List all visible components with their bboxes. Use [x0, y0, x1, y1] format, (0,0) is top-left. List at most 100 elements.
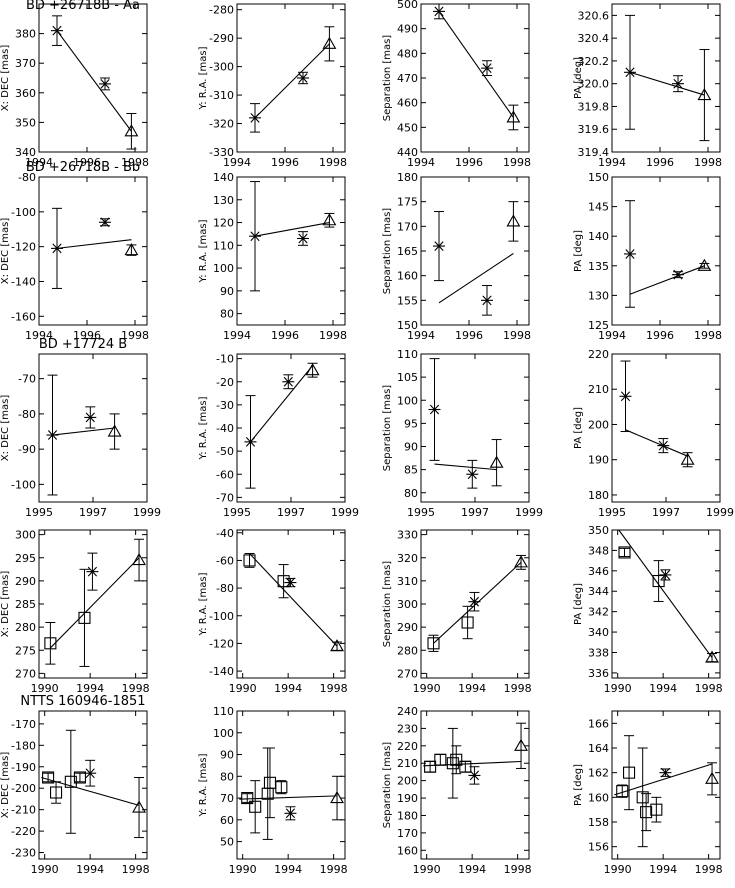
y-tick-label: 340: [15, 146, 36, 159]
data-point-triangle: [132, 538, 146, 582]
y-axis-label: Y: R.A. [mas]: [198, 572, 209, 636]
x-tick-label: 1990: [229, 682, 257, 695]
star-marker: [250, 112, 260, 123]
y-tick-label: 135: [588, 260, 609, 273]
triangle-marker: [697, 258, 712, 271]
data-point-triangle: [132, 776, 146, 839]
y-tick-label: 100: [213, 727, 234, 740]
x-tick-label: 1995: [223, 506, 251, 519]
star-marker: [285, 808, 296, 819]
y-tick-label: 162: [588, 767, 609, 780]
x-tick-label: 1996: [271, 156, 299, 169]
panel-r1c0: 1994 1996 1998 -160 -140 -120 -100 -80 X: DEC [m…: [0, 160, 149, 342]
x-tick-label: 1999: [133, 506, 161, 519]
x-tick-label: 1996: [271, 329, 299, 342]
y-tick-label: -120: [209, 637, 234, 650]
fit-line: [49, 557, 140, 649]
y-axis-label: X: DEC [mas]: [0, 395, 11, 462]
data-point-square: [427, 634, 440, 652]
star-marker: [298, 73, 308, 83]
y-tick-label: 320.2: [578, 55, 610, 68]
x-tick-label: 1994: [76, 682, 104, 695]
star-marker: [482, 295, 492, 306]
data-point-square: [618, 546, 631, 559]
y-tick-label: -180: [11, 739, 36, 752]
x-tick-label: 1997: [79, 506, 107, 519]
panel-title: BD +17724 B: [39, 337, 127, 352]
data-point-square: [277, 564, 290, 599]
plot-frame: [38, 176, 148, 326]
y-tick-label: 380: [15, 28, 36, 41]
y-tick-label: 180: [588, 489, 609, 502]
y-tick-label: 156: [588, 841, 609, 854]
star-marker: [87, 566, 98, 577]
plot-frame: [236, 710, 346, 860]
star-marker: [469, 596, 480, 607]
y-axis-label: Separation [mas]: [382, 742, 393, 829]
y-tick-label: 210: [588, 383, 609, 396]
x-tick-label: 1994: [76, 863, 104, 876]
y-tick-label: 200: [588, 418, 609, 431]
data-point-star: [282, 374, 295, 390]
data-point-triangle: [680, 452, 695, 468]
panel-r0c1: 1994 1996 1998 -330 -320 -310 -300 -290 -280 Y: R…: [198, 3, 347, 169]
data-point-star: [51, 207, 63, 289]
y-tick-label: 285: [15, 598, 36, 611]
triangle-marker: [489, 455, 504, 468]
data-point-square: [64, 729, 77, 834]
data-point-square: [616, 784, 629, 798]
fit-line: [625, 429, 688, 457]
x-tick-label: 1998: [121, 329, 149, 342]
y-tick-label: -60: [216, 468, 234, 481]
y-tick-label: -100: [11, 478, 36, 491]
panel-r1c2: 1994 1996 1998 150 155 160 165 170 175 180 Separat…: [382, 171, 531, 342]
y-tick-label: 190: [588, 454, 609, 467]
star-marker: [620, 391, 631, 402]
square-marker: [650, 803, 663, 816]
x-tick-label: 1998: [503, 156, 531, 169]
y-tick-label: 295: [15, 552, 36, 565]
square-marker: [640, 806, 653, 819]
y-tick-label: 300: [15, 529, 36, 542]
y-tick-label: 158: [588, 816, 609, 829]
square-marker: [424, 760, 437, 773]
y-tick-label: 80: [220, 770, 234, 783]
y-tick-label: -230: [11, 847, 36, 860]
y-tick-label: 230: [397, 722, 418, 735]
y-tick-label: -160: [11, 310, 36, 323]
y-tick-label: -100: [209, 610, 234, 623]
y-tick-label: -40: [216, 422, 234, 435]
panel-r0c2: 1994 1996 1998 440 450 460 470 480 490 500 Separat…: [382, 0, 531, 169]
y-tick-label: -50: [216, 445, 234, 458]
panel-title: NTTS 160946-1851: [20, 694, 145, 709]
data-point-triangle: [322, 26, 337, 62]
y-tick-label: -140: [11, 275, 36, 288]
y-tick-label: 145: [588, 201, 609, 214]
fit-line: [629, 71, 705, 96]
data-point-square: [73, 771, 86, 784]
y-tick-label: 342: [588, 606, 609, 619]
data-point-square: [424, 760, 437, 773]
fit-line: [52, 427, 115, 436]
y-tick-label: 330: [397, 529, 418, 542]
x-tick-label: 1990: [31, 682, 59, 695]
plot-frame: [38, 3, 148, 153]
y-tick-label: 270: [15, 667, 36, 680]
data-point-star: [672, 269, 684, 280]
y-tick-label: 338: [588, 646, 609, 659]
plot-frame: [236, 3, 346, 153]
panel-r1c1: 1994 1996 1998 80 90 100 110 120 130 140 Y: R.A. […: [198, 171, 347, 342]
x-tick-label: 1998: [319, 156, 347, 169]
x-tick-label: 1994: [274, 863, 302, 876]
y-axis-label: Separation [mas]: [382, 385, 393, 472]
plot-frame: [236, 353, 346, 503]
y-tick-label: -210: [11, 804, 36, 817]
square-marker: [42, 771, 55, 784]
y-axis-label: Y: R.A. [mas]: [198, 396, 209, 460]
triangle-marker: [124, 124, 139, 137]
data-point-star: [657, 438, 670, 454]
data-point-triangle: [489, 439, 504, 487]
y-tick-label: -80: [18, 171, 36, 184]
data-point-star: [249, 181, 261, 292]
y-tick-label: 70: [220, 792, 234, 805]
